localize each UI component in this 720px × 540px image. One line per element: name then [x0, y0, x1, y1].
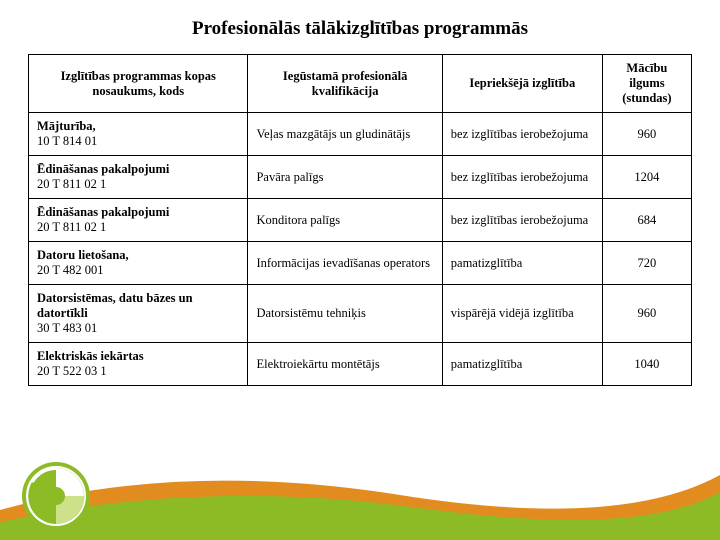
- page-title: Profesionālās tālākizglītības programmās: [0, 0, 720, 54]
- header-previous-education: Iepriekšējā izglītība: [442, 55, 602, 113]
- cell-qualification: Pavāra palīgs: [248, 156, 442, 199]
- table-row: Datorsistēmas, datu bāzes un datortīkli3…: [29, 285, 692, 343]
- program-name: Mājturība,: [37, 119, 96, 133]
- cell-qualification: Elektroiekārtu montētājs: [248, 343, 442, 386]
- cell-hours: 684: [602, 199, 691, 242]
- program-code: 10 T 814 01: [37, 134, 97, 148]
- cell-name-code: Ēdināšanas pakalpojumi20 T 811 02 1: [29, 199, 248, 242]
- cell-hours: 1204: [602, 156, 691, 199]
- footer-decoration: [0, 450, 720, 540]
- programs-table: Izglītības programmas kopas nosaukums, k…: [28, 54, 692, 386]
- cell-hours: 960: [602, 113, 691, 156]
- cell-qualification: Konditora palīgs: [248, 199, 442, 242]
- cell-previous-education: vispārējā vidējā izglītība: [442, 285, 602, 343]
- cell-previous-education: bez izglītības ierobežojuma: [442, 156, 602, 199]
- program-name: Ēdināšanas pakalpojumi: [37, 162, 169, 176]
- program-name: Ēdināšanas pakalpojumi: [37, 205, 169, 219]
- program-code: 20 T 482 001: [37, 263, 104, 277]
- cell-hours: 720: [602, 242, 691, 285]
- program-code: 20 T 522 03 1: [37, 364, 107, 378]
- table-container: Izglītības programmas kopas nosaukums, k…: [0, 54, 720, 386]
- table-row: Mājturība,10 T 814 01Veļas mazgātājs un …: [29, 113, 692, 156]
- table-row: Elektriskās iekārtas20 T 522 03 1Elektro…: [29, 343, 692, 386]
- cell-qualification: Informācijas ievadīšanas operators: [248, 242, 442, 285]
- cell-name-code: Mājturība,10 T 814 01: [29, 113, 248, 156]
- cell-hours: 1040: [602, 343, 691, 386]
- cell-name-code: Ēdināšanas pakalpojumi20 T 811 02 1: [29, 156, 248, 199]
- header-name-code: Izglītības programmas kopas nosaukums, k…: [29, 55, 248, 113]
- header-qualification: Iegūstamā profesionālā kvalifikācija: [248, 55, 442, 113]
- cell-name-code: Elektriskās iekārtas20 T 522 03 1: [29, 343, 248, 386]
- cell-name-code: Datoru lietošana,20 T 482 001: [29, 242, 248, 285]
- table-header-row: Izglītības programmas kopas nosaukums, k…: [29, 55, 692, 113]
- cell-qualification: Veļas mazgātājs un gludinātājs: [248, 113, 442, 156]
- cell-previous-education: bez izglītības ierobežojuma: [442, 113, 602, 156]
- cell-previous-education: pamatizglītība: [442, 242, 602, 285]
- header-hours: Mācību ilgums (stundas): [602, 55, 691, 113]
- program-code: 30 T 483 01: [37, 321, 97, 335]
- cell-previous-education: pamatizglītība: [442, 343, 602, 386]
- program-name: Datorsistēmas, datu bāzes un datortīkli: [37, 291, 193, 320]
- cell-qualification: Datorsistēmu tehniķis: [248, 285, 442, 343]
- program-name: Datoru lietošana,: [37, 248, 129, 262]
- program-code: 20 T 811 02 1: [37, 177, 106, 191]
- table-row: Ēdināšanas pakalpojumi20 T 811 02 1Pavār…: [29, 156, 692, 199]
- program-code: 20 T 811 02 1: [37, 220, 106, 234]
- table-row: Datoru lietošana,20 T 482 001Informācija…: [29, 242, 692, 285]
- cell-hours: 960: [602, 285, 691, 343]
- program-name: Elektriskās iekārtas: [37, 349, 144, 363]
- cell-previous-education: bez izglītības ierobežojuma: [442, 199, 602, 242]
- cell-name-code: Datorsistēmas, datu bāzes un datortīkli3…: [29, 285, 248, 343]
- table-row: Ēdināšanas pakalpojumi20 T 811 02 1Kondi…: [29, 199, 692, 242]
